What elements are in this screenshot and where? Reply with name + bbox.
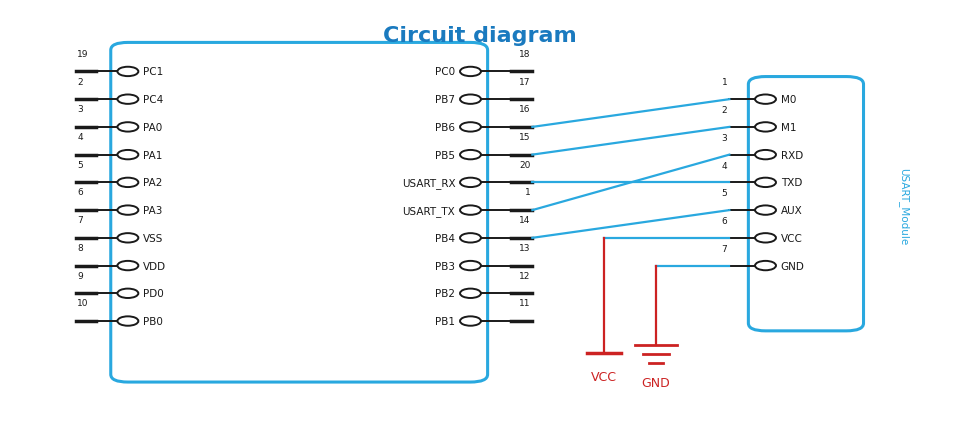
Text: 6: 6 (722, 217, 728, 226)
Text: 5: 5 (722, 189, 728, 198)
Text: USART_RX: USART_RX (401, 178, 455, 188)
Circle shape (755, 233, 776, 243)
Text: 7: 7 (722, 244, 728, 253)
Circle shape (460, 178, 481, 187)
Text: 4: 4 (722, 161, 728, 170)
Text: 16: 16 (519, 105, 531, 114)
Circle shape (460, 95, 481, 105)
Text: PB1: PB1 (435, 316, 455, 326)
Text: GND: GND (780, 261, 804, 271)
Text: 15: 15 (519, 133, 531, 141)
Circle shape (755, 151, 776, 160)
Text: AUX: AUX (780, 206, 803, 216)
Text: 19: 19 (78, 49, 89, 59)
Text: PA3: PA3 (143, 206, 162, 216)
Circle shape (460, 68, 481, 77)
Text: 3: 3 (78, 105, 84, 114)
Text: 2: 2 (78, 77, 84, 86)
Text: RXD: RXD (780, 150, 803, 160)
Text: VDD: VDD (143, 261, 166, 271)
Text: 14: 14 (519, 216, 531, 225)
Text: M1: M1 (780, 123, 796, 133)
Circle shape (117, 123, 138, 132)
Text: PB3: PB3 (435, 261, 455, 271)
Text: PA2: PA2 (143, 178, 162, 188)
Text: GND: GND (641, 376, 670, 389)
Text: PC0: PC0 (435, 67, 455, 77)
Text: PB7: PB7 (435, 95, 455, 105)
Circle shape (117, 206, 138, 215)
Circle shape (460, 123, 481, 132)
Text: 5: 5 (78, 160, 84, 169)
Text: VSS: VSS (143, 233, 163, 243)
Text: 20: 20 (519, 160, 531, 169)
Circle shape (460, 261, 481, 271)
Circle shape (755, 206, 776, 215)
Text: 3: 3 (722, 134, 728, 142)
Text: USART_Module: USART_Module (898, 168, 909, 245)
Text: 2: 2 (722, 106, 728, 115)
Text: PA0: PA0 (143, 123, 162, 133)
Text: 6: 6 (78, 188, 84, 197)
Circle shape (460, 151, 481, 160)
Circle shape (117, 233, 138, 243)
Text: 18: 18 (519, 49, 531, 59)
FancyBboxPatch shape (110, 43, 488, 382)
Text: 4: 4 (78, 133, 84, 141)
Circle shape (755, 261, 776, 271)
Circle shape (117, 261, 138, 271)
Text: USART_TX: USART_TX (402, 205, 455, 216)
Text: 11: 11 (519, 299, 531, 308)
Circle shape (755, 95, 776, 105)
Circle shape (755, 123, 776, 132)
Circle shape (117, 289, 138, 298)
Text: 12: 12 (519, 271, 531, 280)
Text: VCC: VCC (590, 370, 616, 383)
Text: PD0: PD0 (143, 289, 164, 299)
Text: PC4: PC4 (143, 95, 163, 105)
Text: PB5: PB5 (435, 150, 455, 160)
Circle shape (755, 178, 776, 187)
Text: PB2: PB2 (435, 289, 455, 299)
Text: PB0: PB0 (143, 316, 163, 326)
Text: VCC: VCC (780, 233, 803, 243)
Circle shape (117, 151, 138, 160)
Text: 1: 1 (722, 78, 728, 87)
Text: PB4: PB4 (435, 233, 455, 243)
Text: M0: M0 (780, 95, 796, 105)
Text: TXD: TXD (780, 178, 803, 188)
Text: 1: 1 (525, 188, 531, 197)
Text: 13: 13 (519, 243, 531, 252)
Circle shape (460, 317, 481, 326)
Text: PA1: PA1 (143, 150, 162, 160)
Circle shape (460, 289, 481, 298)
Text: 10: 10 (78, 299, 89, 308)
Circle shape (117, 178, 138, 187)
Circle shape (117, 317, 138, 326)
Circle shape (117, 95, 138, 105)
Circle shape (117, 68, 138, 77)
Text: Circuit diagram: Circuit diagram (383, 26, 577, 46)
FancyBboxPatch shape (749, 77, 864, 331)
Text: 7: 7 (78, 216, 84, 225)
Circle shape (460, 206, 481, 215)
Text: 17: 17 (519, 77, 531, 86)
Text: 9: 9 (78, 271, 84, 280)
Circle shape (460, 233, 481, 243)
Text: PC1: PC1 (143, 67, 163, 77)
Text: PB6: PB6 (435, 123, 455, 133)
Text: 8: 8 (78, 243, 84, 252)
